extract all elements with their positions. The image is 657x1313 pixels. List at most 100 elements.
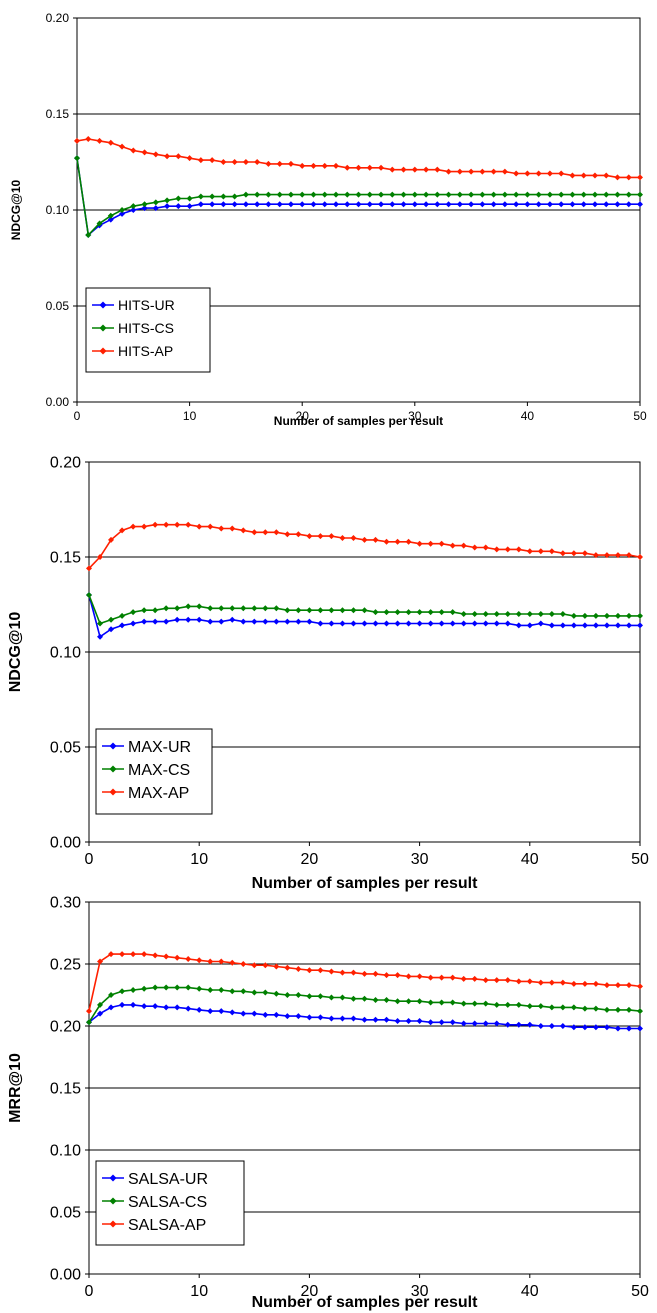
data-point xyxy=(229,988,236,995)
data-point xyxy=(284,531,291,538)
data-point xyxy=(229,959,236,966)
data-point xyxy=(218,987,225,994)
data-point xyxy=(535,191,542,198)
data-point xyxy=(350,607,357,614)
legend-item-max-ap: MAX-AP xyxy=(102,785,189,802)
data-point xyxy=(141,149,148,156)
legend-label: SALSA-AP xyxy=(128,1217,206,1234)
data-point xyxy=(438,540,445,547)
data-point xyxy=(614,552,621,559)
data-point xyxy=(394,620,401,627)
data-point xyxy=(276,191,283,198)
x-tick-label: 30 xyxy=(408,409,422,423)
legend-marker xyxy=(109,742,117,750)
data-point xyxy=(537,611,544,617)
x-tick-label: 30 xyxy=(411,851,429,868)
data-point xyxy=(339,1015,346,1022)
data-point xyxy=(614,612,621,619)
series-line xyxy=(88,953,641,1012)
data-point xyxy=(625,612,632,619)
data-point xyxy=(220,159,227,165)
data-point xyxy=(197,157,204,164)
data-point xyxy=(152,521,159,528)
data-point xyxy=(603,172,610,179)
data-point xyxy=(97,620,104,627)
data-point xyxy=(86,565,92,572)
data-point xyxy=(460,542,467,549)
data-point xyxy=(482,977,489,984)
data-point xyxy=(501,191,508,198)
data-point xyxy=(310,201,317,208)
data-point xyxy=(482,1000,489,1007)
data-point xyxy=(383,609,390,616)
data-point xyxy=(515,546,522,553)
data-point xyxy=(332,201,339,208)
data-point xyxy=(130,609,137,616)
data-point xyxy=(130,523,137,530)
data-point xyxy=(569,201,576,208)
y-tick-label: 0.00 xyxy=(50,835,81,852)
data-point xyxy=(559,979,566,986)
data-point xyxy=(614,191,621,198)
legend: SALSA-UR SALSA-CS SALSA-AP xyxy=(95,1160,245,1246)
legend-label: HITS-UR xyxy=(118,297,175,313)
data-point xyxy=(526,1003,533,1010)
data-point xyxy=(581,622,588,629)
data-point xyxy=(559,1004,566,1011)
data-point xyxy=(299,191,306,198)
data-point xyxy=(119,210,126,217)
data-point xyxy=(400,166,407,173)
data-point xyxy=(108,992,115,998)
series-salsa-ap xyxy=(86,951,643,1015)
data-point xyxy=(614,1025,621,1032)
data-point xyxy=(513,170,520,177)
data-point xyxy=(456,201,463,208)
data-point xyxy=(273,1011,280,1018)
data-point xyxy=(434,166,441,173)
data-point xyxy=(434,201,441,208)
data-point xyxy=(490,201,497,208)
data-point xyxy=(501,201,508,208)
y-tick-label: 0.15 xyxy=(50,1081,81,1098)
data-point xyxy=(229,525,236,532)
data-point xyxy=(306,967,313,974)
data-point xyxy=(310,162,317,169)
data-point xyxy=(321,201,328,208)
data-point xyxy=(207,523,214,530)
data-point xyxy=(394,972,401,979)
data-point xyxy=(231,159,238,165)
legend-marker xyxy=(109,1220,117,1228)
data-point xyxy=(276,160,283,167)
data-point xyxy=(372,996,379,1003)
y-tick-label: 0.00 xyxy=(50,1267,81,1284)
data-point xyxy=(328,620,335,627)
x-tick-label: 20 xyxy=(301,851,319,868)
data-point xyxy=(438,999,445,1006)
data-point xyxy=(513,191,520,198)
legend-marker xyxy=(109,1197,117,1205)
y-tick-label: 0.20 xyxy=(50,455,81,472)
data-point xyxy=(141,618,148,625)
data-point xyxy=(344,201,351,208)
data-point xyxy=(493,620,500,627)
data-point xyxy=(141,985,148,992)
data-point xyxy=(152,1003,159,1010)
data-point xyxy=(383,538,390,545)
data-point xyxy=(284,618,291,625)
data-point xyxy=(196,603,203,610)
data-point xyxy=(254,201,261,208)
data-point xyxy=(141,607,148,614)
data-point xyxy=(152,205,159,212)
data-point xyxy=(287,201,294,208)
data-point xyxy=(603,191,610,198)
data-point xyxy=(405,1018,412,1025)
data-point xyxy=(97,1001,104,1008)
data-point xyxy=(119,988,126,995)
data-point xyxy=(152,199,159,206)
data-point xyxy=(482,544,489,551)
legend-label: MAX-UR xyxy=(128,739,191,756)
data-point xyxy=(361,620,368,627)
data-point xyxy=(580,172,587,179)
data-point xyxy=(152,607,159,614)
data-point xyxy=(548,1004,555,1011)
